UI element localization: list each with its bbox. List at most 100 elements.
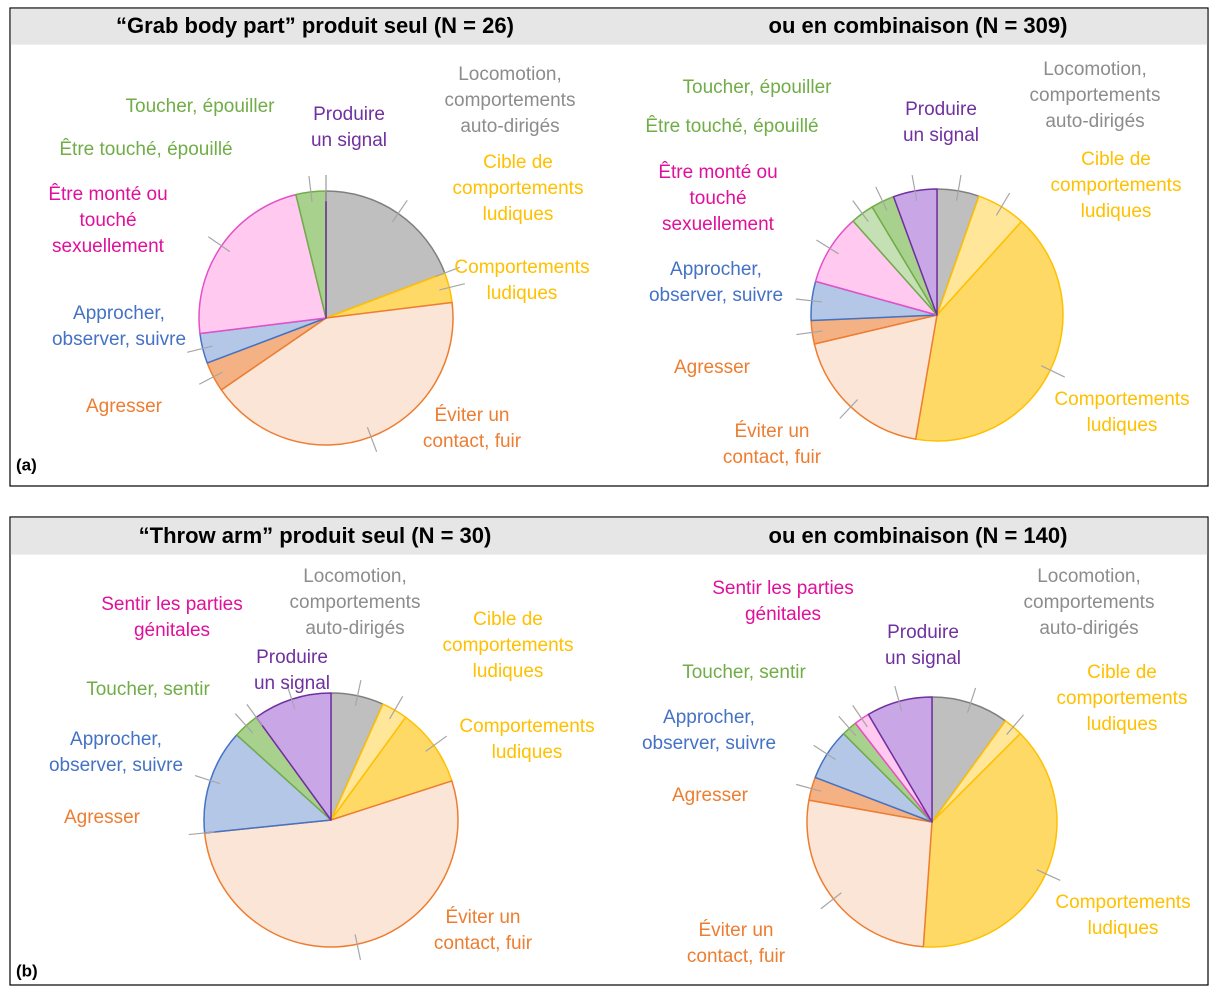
slice-label: génitales	[745, 604, 821, 625]
slice-label: Éviter un	[735, 421, 810, 442]
slice-label: sexuellement	[662, 214, 775, 235]
leader-line	[795, 298, 822, 303]
slice-label: Toucher, sentir	[86, 679, 210, 700]
slice-label: observer, suivre	[649, 285, 783, 306]
slice-label: un signal	[254, 673, 330, 694]
slice-label: comportements	[453, 178, 584, 199]
slice-label: Approcher,	[663, 707, 755, 728]
slice-label: Comportements	[1054, 389, 1189, 410]
slice-label: contact, fuir	[423, 431, 522, 452]
slice-label: comportements	[443, 635, 574, 656]
slice-label: Cible de	[1081, 149, 1151, 170]
slice-label: auto-dirigés	[305, 618, 404, 639]
leader-line	[839, 399, 859, 419]
leader-line	[366, 427, 378, 452]
slice-label: contact, fuir	[434, 933, 533, 954]
leader-line	[875, 186, 888, 211]
leader-line	[435, 266, 460, 278]
slice-label: Produire	[905, 99, 977, 120]
slice-label: observer, suivre	[642, 733, 776, 754]
leader-line	[354, 934, 362, 961]
leader-line	[852, 200, 869, 223]
slice-label: Éviter un	[699, 920, 774, 941]
leader-line	[894, 685, 903, 712]
leader-line	[816, 239, 839, 255]
leader-line	[838, 715, 857, 737]
leader-line	[198, 371, 223, 385]
slice-label: ludiques	[1088, 918, 1159, 939]
slice-label: Locomotion,	[1037, 566, 1141, 587]
leader-line	[911, 175, 918, 201]
leader-line	[1036, 869, 1061, 881]
slice-label: Être touché, épouillé	[645, 115, 818, 137]
chart-title: “Throw arm” produit seul (N = 30)	[139, 523, 492, 548]
slice-label: comportements	[1051, 175, 1182, 196]
leader-line	[439, 283, 465, 291]
slice-label: génitales	[134, 620, 210, 641]
slice-label: Cible de	[483, 152, 553, 173]
slice-label: Toucher, sentir	[682, 662, 806, 683]
leader-line	[207, 236, 231, 253]
slice-label: observer, suivre	[52, 329, 186, 350]
leader-line	[246, 704, 263, 726]
chart-title: “Grab body part” produit seul (N = 26)	[116, 13, 514, 38]
slice-label: comportements	[445, 90, 576, 111]
slice-label: un signal	[885, 648, 961, 669]
slice-label: ludiques	[492, 742, 563, 763]
slice-label: comportements	[1030, 85, 1161, 106]
slice-label: Produire	[887, 622, 959, 643]
leader-line	[425, 735, 448, 752]
slice-label: contact, fuir	[687, 946, 786, 967]
slice-label: Éviter un	[435, 405, 510, 426]
leader-line	[852, 705, 868, 728]
slice-label: Éviter un	[446, 907, 521, 928]
panel-header	[10, 8, 1208, 45]
slice-label: Locomotion,	[303, 566, 407, 587]
chart-title: ou en combinaison (N = 309)	[769, 13, 1068, 38]
slice-label: Être touché, épouillé	[59, 138, 232, 160]
slice-label: Sentir les parties	[101, 594, 243, 615]
panel-label: (b)	[16, 961, 38, 980]
panel-header	[10, 517, 1208, 555]
slice-label: sexuellement	[52, 236, 165, 257]
leader-line	[286, 683, 296, 710]
leader-line	[391, 199, 408, 223]
leader-line	[234, 713, 254, 734]
slice-label: Approcher,	[73, 303, 165, 324]
leader-line	[188, 831, 215, 836]
slice-label: un signal	[311, 130, 387, 151]
slice-label: comportements	[1024, 592, 1155, 613]
slice-label: ludiques	[1081, 201, 1152, 222]
leader-line	[796, 330, 823, 336]
slice-label: Sentir les parties	[712, 578, 854, 599]
leader-line	[820, 892, 842, 910]
slice-label: Être monté ou	[48, 183, 167, 205]
leader-line	[308, 175, 313, 203]
slice-label: comportements	[1057, 688, 1188, 709]
slice-label: Locomotion,	[458, 64, 562, 85]
panel-label: (a)	[16, 455, 37, 474]
leader-line	[1006, 714, 1025, 735]
leader-line	[955, 174, 962, 201]
slice-label: Cible de	[1087, 662, 1157, 683]
leader-line	[1040, 365, 1065, 378]
slice-label: un signal	[903, 125, 979, 146]
leader-line	[389, 695, 404, 720]
chart-title: ou en combinaison (N = 140)	[769, 523, 1068, 548]
slice-label: comportements	[290, 592, 421, 613]
leader-line	[995, 192, 1011, 216]
slice-label: Agresser	[86, 396, 163, 417]
slice-label: ludiques	[1087, 714, 1158, 735]
slice-label: Toucher, épouiller	[126, 96, 276, 117]
slice-label: Agresser	[64, 807, 141, 828]
slice-label: ludiques	[1087, 415, 1158, 436]
slice-label: Approcher,	[70, 729, 162, 750]
leader-line	[813, 744, 836, 760]
slice-label: Agresser	[672, 785, 749, 806]
slice-label: Agresser	[674, 357, 751, 378]
leader-line	[187, 345, 213, 353]
slice-label: Comportements	[1055, 892, 1190, 913]
slice-label: ludiques	[487, 283, 558, 304]
slice-label: auto-dirigés	[1039, 618, 1138, 639]
